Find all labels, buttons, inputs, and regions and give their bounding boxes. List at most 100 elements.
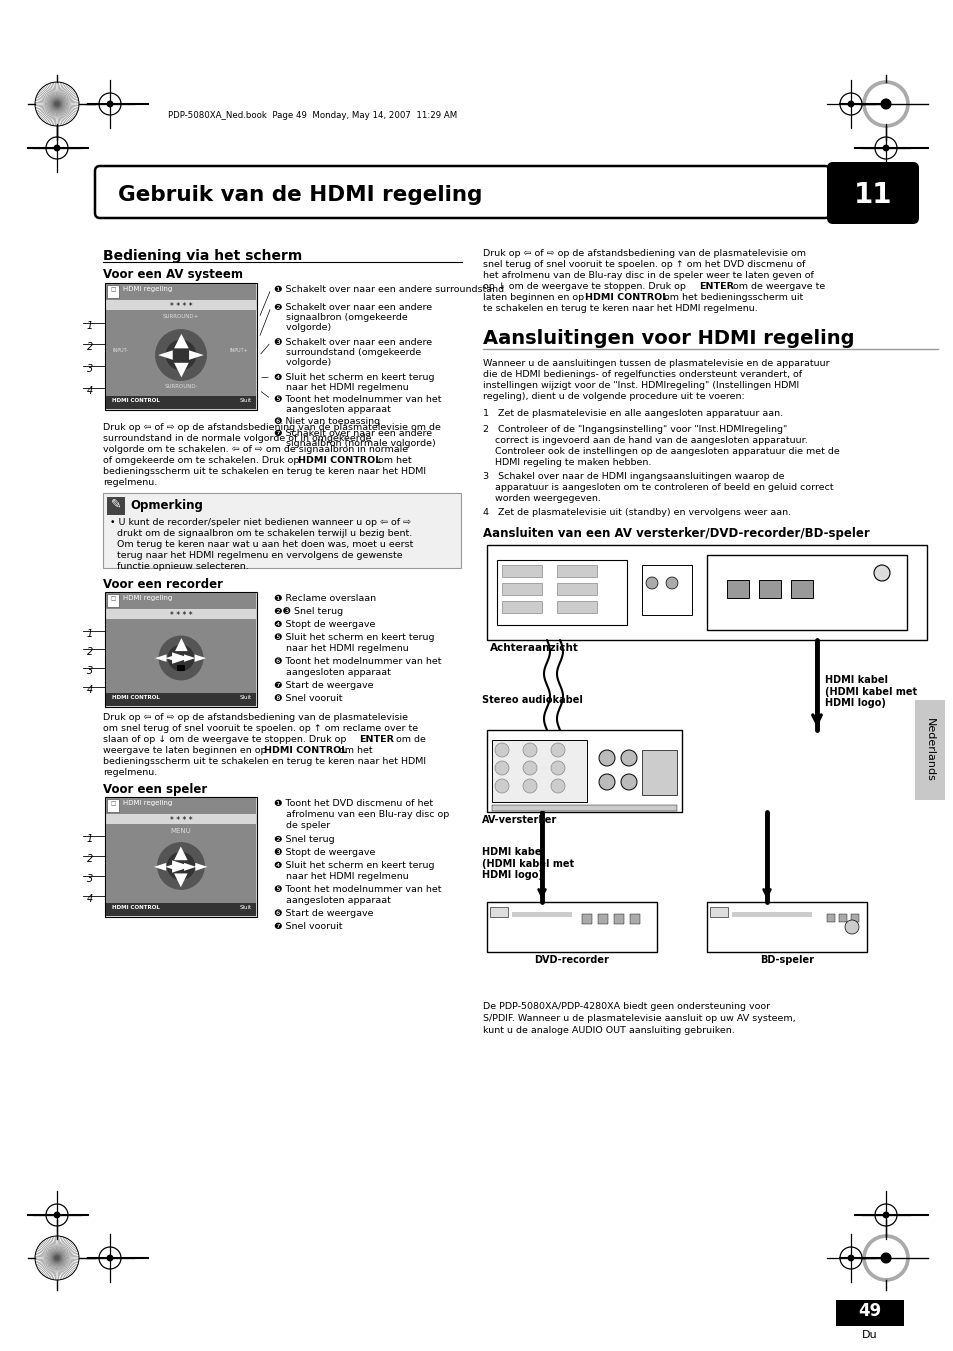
Text: * * * *: * * * * bbox=[170, 816, 193, 825]
Text: ❼ Schakelt over naar een andere: ❼ Schakelt over naar een andere bbox=[274, 430, 432, 438]
Bar bbox=[759, 580, 781, 598]
Text: Aansluiten van een AV versterker/DVD-recorder/BD-speler: Aansluiten van een AV versterker/DVD-rec… bbox=[482, 527, 869, 540]
Text: die de HDMI bedienings- of regelfuncties ondersteunt verandert, of: die de HDMI bedienings- of regelfuncties… bbox=[482, 370, 801, 380]
Text: bedieningsscherm uit te schakelen en terug te keren naar het HDMI: bedieningsscherm uit te schakelen en ter… bbox=[103, 757, 426, 766]
Text: 2   Controleer of de "Ingangsinstelling" voor "Inst.HDMIregeling": 2 Controleer of de "Ingangsinstelling" v… bbox=[482, 426, 786, 434]
Text: regeling), dient u de volgende procedure uit te voeren:: regeling), dient u de volgende procedure… bbox=[482, 392, 744, 401]
Text: ▲: ▲ bbox=[174, 843, 188, 862]
Text: □: □ bbox=[111, 286, 115, 292]
Bar bbox=[501, 601, 541, 613]
Bar bbox=[914, 700, 944, 800]
Text: of omgekeerde om te schakelen. Druk op: of omgekeerde om te schakelen. Druk op bbox=[103, 457, 299, 465]
Text: ▼: ▼ bbox=[174, 870, 188, 889]
Bar bbox=[598, 915, 607, 924]
Bar bbox=[490, 907, 507, 917]
Text: DVD-recorder: DVD-recorder bbox=[534, 955, 609, 965]
Text: Druk op ⇦ of ⇨ op de afstandsbediening van de plasmatelevisie: Druk op ⇦ of ⇨ op de afstandsbediening v… bbox=[103, 713, 408, 721]
Text: surroundstand (omgekeerde: surroundstand (omgekeerde bbox=[274, 349, 421, 357]
Circle shape bbox=[166, 340, 195, 370]
Text: ►: ► bbox=[172, 647, 190, 670]
Circle shape bbox=[551, 780, 564, 793]
Circle shape bbox=[865, 1239, 904, 1277]
Bar bbox=[629, 915, 639, 924]
Bar bbox=[176, 665, 185, 670]
FancyBboxPatch shape bbox=[95, 166, 829, 218]
Text: ❼ Snel vooruit: ❼ Snel vooruit bbox=[274, 921, 342, 931]
Circle shape bbox=[620, 750, 637, 766]
Circle shape bbox=[168, 852, 194, 880]
Circle shape bbox=[522, 761, 537, 775]
Circle shape bbox=[645, 577, 658, 589]
Text: Opmerking: Opmerking bbox=[130, 499, 203, 512]
Text: ▲: ▲ bbox=[174, 636, 187, 654]
Text: ❹ Sluit het scherm en keert terug: ❹ Sluit het scherm en keert terug bbox=[274, 373, 434, 382]
Circle shape bbox=[865, 85, 904, 123]
Text: Aansluitingen voor HDMI regeling: Aansluitingen voor HDMI regeling bbox=[482, 330, 854, 349]
Circle shape bbox=[862, 1235, 908, 1281]
FancyBboxPatch shape bbox=[826, 162, 918, 224]
Text: Sluit: Sluit bbox=[239, 905, 252, 911]
Bar bbox=[107, 594, 119, 607]
Text: 2: 2 bbox=[87, 342, 93, 353]
Text: ❶ Toont het DVD discmenu of het: ❶ Toont het DVD discmenu of het bbox=[274, 798, 433, 808]
Circle shape bbox=[107, 101, 112, 107]
Bar bbox=[731, 912, 811, 917]
Bar bbox=[106, 902, 255, 916]
Bar bbox=[105, 797, 256, 917]
Circle shape bbox=[882, 146, 888, 151]
Bar bbox=[486, 730, 681, 812]
Text: ◄: ◄ bbox=[158, 346, 172, 365]
Circle shape bbox=[169, 646, 193, 670]
Text: 1: 1 bbox=[87, 628, 93, 639]
Text: ◄◄: ◄◄ bbox=[153, 858, 178, 874]
Text: HDMI kabel
(HDMI kabel met
HDMI logo): HDMI kabel (HDMI kabel met HDMI logo) bbox=[481, 847, 574, 881]
Text: correct is ingevoerd aan de hand van de aangesloten apparatuur.: correct is ingevoerd aan de hand van de … bbox=[482, 436, 807, 444]
Bar bbox=[107, 798, 119, 812]
Circle shape bbox=[881, 1254, 890, 1263]
Text: aangesloten apparaat: aangesloten apparaat bbox=[274, 896, 391, 905]
Text: 1: 1 bbox=[87, 834, 93, 844]
Text: drukt om de signaalbron om te schakelen terwijl u bezig bent.: drukt om de signaalbron om te schakelen … bbox=[117, 530, 412, 538]
Text: ❶ Schakelt over naar een andere surroundstand: ❶ Schakelt over naar een andere surround… bbox=[274, 285, 503, 295]
Text: 2: 2 bbox=[87, 647, 93, 658]
Text: HDMI regeling: HDMI regeling bbox=[123, 800, 172, 807]
Text: ❸ Schakelt over naar een andere: ❸ Schakelt over naar een andere bbox=[274, 338, 432, 347]
Circle shape bbox=[551, 743, 564, 757]
Text: ✎: ✎ bbox=[111, 499, 121, 511]
Circle shape bbox=[598, 750, 615, 766]
Text: ❻ Start de weergave: ❻ Start de weergave bbox=[274, 909, 374, 917]
Text: HDMI CONTROL: HDMI CONTROL bbox=[112, 694, 160, 700]
Circle shape bbox=[847, 101, 853, 107]
Text: surroundstand in de normale volgorde of in omgekeerde: surroundstand in de normale volgorde of … bbox=[103, 434, 371, 443]
Text: * * * *: * * * * bbox=[170, 303, 193, 311]
Text: Wanneer u de aansluitingen tussen de plasmatelevisie en de apparatuur: Wanneer u de aansluitingen tussen de pla… bbox=[482, 359, 829, 367]
Text: 3: 3 bbox=[87, 874, 93, 884]
Circle shape bbox=[495, 780, 509, 793]
Text: 2: 2 bbox=[87, 854, 93, 865]
Circle shape bbox=[881, 99, 890, 109]
Bar bbox=[614, 915, 623, 924]
Text: ►: ► bbox=[172, 854, 191, 878]
Text: Bediening via het scherm: Bediening via het scherm bbox=[103, 249, 302, 263]
Text: ►►: ►► bbox=[184, 858, 208, 874]
Bar bbox=[486, 544, 926, 640]
Bar bbox=[581, 915, 592, 924]
Text: Gebruik van de HDMI regeling: Gebruik van de HDMI regeling bbox=[118, 185, 482, 205]
Text: ❺ Sluit het scherm en keert terug: ❺ Sluit het scherm en keert terug bbox=[274, 634, 434, 642]
Bar bbox=[106, 798, 255, 815]
Text: HDMI CONTROL: HDMI CONTROL bbox=[297, 457, 381, 465]
Text: slaan of op ↓ om de weergave te stoppen. Druk op: slaan of op ↓ om de weergave te stoppen.… bbox=[103, 735, 346, 744]
Text: ❻ Toont het modelnummer van het: ❻ Toont het modelnummer van het bbox=[274, 657, 441, 666]
Bar bbox=[790, 580, 812, 598]
Text: 3: 3 bbox=[87, 363, 93, 374]
Text: HDMI regeling: HDMI regeling bbox=[123, 286, 172, 292]
Text: 4: 4 bbox=[87, 685, 93, 694]
Text: te schakelen en terug te keren naar het HDMI regelmenu.: te schakelen en terug te keren naar het … bbox=[482, 304, 757, 313]
Text: HDMI CONTROL: HDMI CONTROL bbox=[584, 293, 667, 303]
Circle shape bbox=[107, 1255, 112, 1260]
Text: SURROUND-: SURROUND- bbox=[164, 384, 197, 389]
Bar bbox=[726, 580, 748, 598]
Text: Druk op ⇦ of ⇨ op de afstandsbediening van de plasmatelevisie om: Druk op ⇦ of ⇨ op de afstandsbediening v… bbox=[482, 249, 805, 258]
Text: de speler: de speler bbox=[274, 821, 330, 830]
Text: INPUT-: INPUT- bbox=[112, 347, 129, 353]
